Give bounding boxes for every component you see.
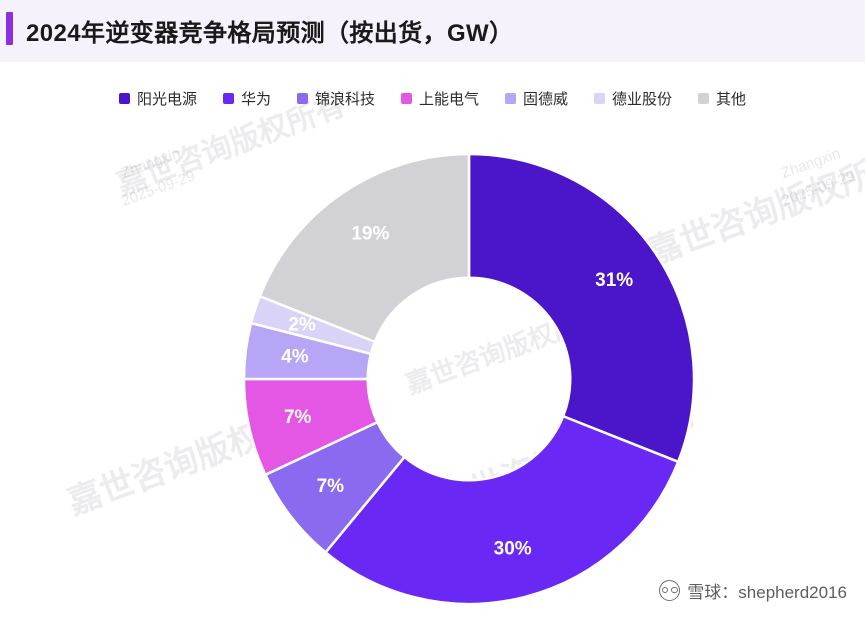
legend-swatch-icon <box>296 93 308 104</box>
pie-slice[interactable] <box>258 152 471 344</box>
legend-swatch-icon <box>400 93 412 104</box>
legend-label: 锦浪科技 <box>314 91 375 108</box>
title-accent-bar <box>6 12 13 45</box>
donut-chart: 31% 30% 7% 7% 4% 2% 19% <box>234 144 704 614</box>
pie-slice-label: 31% <box>595 270 633 291</box>
pie-slice-label: 7% <box>284 407 312 428</box>
pie-slice[interactable] <box>467 152 696 464</box>
legend-item[interactable]: 华为 <box>222 88 271 109</box>
title-bar: 2024年逆变器竞争格局预测（按出货，GW） <box>0 0 865 62</box>
attribution-text: 雪球：shepherd2016 <box>687 583 847 602</box>
legend-label: 德业股份 <box>612 91 673 108</box>
pie-slice-label: 30% <box>494 538 532 559</box>
watermark-text: 2025-09-29 <box>779 167 858 210</box>
pie-slice-label: 19% <box>351 223 389 244</box>
donut-svg: 31% 30% 7% 7% 4% 2% 19% <box>242 152 696 606</box>
attribution: 雪球：shepherd2016 <box>659 578 847 603</box>
pie-slice-label: 2% <box>288 314 316 335</box>
pie-slice-label: 4% <box>281 347 309 368</box>
watermark-text: Zhangxin <box>118 144 183 183</box>
legend-swatch-icon <box>222 93 234 104</box>
watermark-text: 2025-09-29 <box>119 167 198 210</box>
legend-swatch-icon <box>118 93 130 104</box>
chart-legend: 阳光电源 华为 锦浪科技 上能电气 固德威 德业股份 其他 <box>0 88 865 109</box>
legend-label: 其他 <box>716 91 747 108</box>
legend-label: 固德威 <box>523 91 569 108</box>
legend-swatch-icon <box>594 93 606 104</box>
page-title: 2024年逆变器竞争格局预测（按出货，GW） <box>26 20 514 47</box>
legend-label: 华为 <box>240 91 271 108</box>
legend-swatch-icon <box>698 93 710 104</box>
legend-swatch-icon <box>505 93 516 104</box>
legend-item[interactable]: 锦浪科技 <box>296 88 375 109</box>
watermark-text: Zhangxin <box>778 144 843 183</box>
legend-item[interactable]: 德业股份 <box>594 88 672 109</box>
legend-label: 阳光电源 <box>136 91 197 108</box>
legend-item[interactable]: 固德威 <box>505 88 568 109</box>
legend-item[interactable]: 其他 <box>698 88 746 109</box>
xueqiu-icon <box>659 580 681 601</box>
legend-item[interactable]: 阳光电源 <box>118 88 197 109</box>
pie-slice[interactable] <box>323 414 680 606</box>
legend-label: 上能电气 <box>418 91 479 108</box>
legend-item[interactable]: 上能电气 <box>400 88 479 109</box>
pie-slice-label: 7% <box>317 476 345 497</box>
